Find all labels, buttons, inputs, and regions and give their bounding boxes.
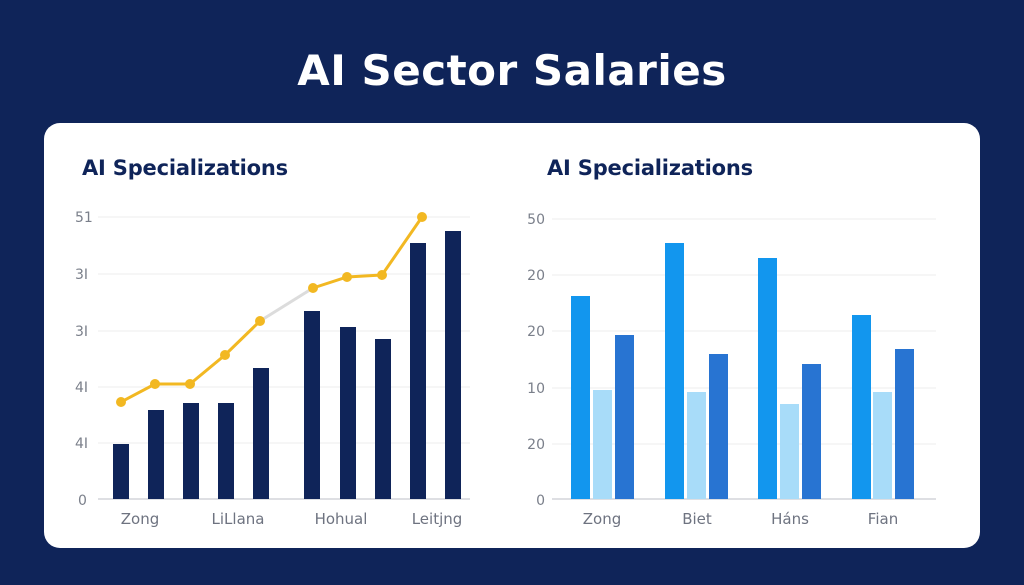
right-bars: [571, 243, 914, 499]
bar: [687, 392, 706, 499]
y-tick: 4I: [75, 436, 88, 452]
bar: [253, 368, 269, 499]
line-point: [150, 379, 160, 389]
y-tick: 51: [75, 210, 93, 226]
right-x-labels: Zong Biet Háns Fian: [583, 510, 898, 528]
y-tick: 4I: [75, 380, 88, 396]
bar: [780, 404, 799, 499]
y-tick: 20: [527, 324, 545, 340]
line-point: [377, 270, 387, 280]
y-tick: 3I: [75, 267, 88, 283]
y-tick: 3I: [75, 324, 88, 340]
y-tick: 20: [527, 437, 545, 453]
bar: [571, 296, 590, 499]
bar: [873, 392, 892, 499]
bar: [709, 354, 728, 499]
line-point: [116, 397, 126, 407]
right-y-ticks: 50 20 20 10 20 0: [527, 212, 545, 509]
line-point: [185, 379, 195, 389]
bar: [304, 311, 320, 499]
y-tick: 20: [527, 268, 545, 284]
line-point: [342, 272, 352, 282]
bar: [340, 327, 356, 499]
bar: [113, 444, 129, 499]
bar: [375, 339, 391, 499]
bar: [802, 364, 821, 499]
line-point: [255, 316, 265, 326]
y-tick: 0: [536, 493, 545, 509]
bar: [758, 258, 777, 499]
left-x-labels: Zong LiLlana Hohual Leitjng: [121, 510, 463, 528]
x-label: Leitjng: [412, 510, 463, 528]
left-chart: 51 3I 3I 4I 4I 0: [75, 210, 470, 528]
bar: [410, 243, 426, 499]
y-tick: 10: [527, 381, 545, 397]
x-label: Fian: [868, 510, 898, 528]
x-label: LiLlana: [212, 510, 265, 528]
x-label: Zong: [121, 510, 159, 528]
bar: [665, 243, 684, 499]
x-label: Háns: [771, 510, 809, 528]
x-label: Biet: [682, 510, 712, 528]
left-y-ticks: 51 3I 3I 4I 4I 0: [75, 210, 93, 509]
x-label: Hohual: [315, 510, 368, 528]
y-tick: 0: [78, 493, 87, 509]
y-tick: 50: [527, 212, 545, 228]
line-point: [417, 212, 427, 222]
x-label: Zong: [583, 510, 621, 528]
bar: [183, 403, 199, 499]
right-chart-title: AI Specializations: [547, 156, 753, 180]
bar: [148, 410, 164, 499]
left-line-series: [116, 212, 427, 407]
line-connector: [259, 286, 314, 323]
line-point: [220, 350, 230, 360]
page-title: AI Sector Salaries: [297, 46, 727, 95]
bar: [895, 349, 914, 499]
left-bars: [113, 231, 461, 499]
bar: [445, 231, 461, 499]
right-chart: 50 20 20 10 20 0 Zong Biet: [527, 212, 936, 528]
bar: [852, 315, 871, 499]
left-chart-title: AI Specializations: [82, 156, 288, 180]
line-point: [308, 283, 318, 293]
bar: [615, 335, 634, 499]
charts-card: AI Specializations AI Specializations: [44, 123, 980, 548]
bar: [218, 403, 234, 499]
bar: [593, 390, 612, 499]
